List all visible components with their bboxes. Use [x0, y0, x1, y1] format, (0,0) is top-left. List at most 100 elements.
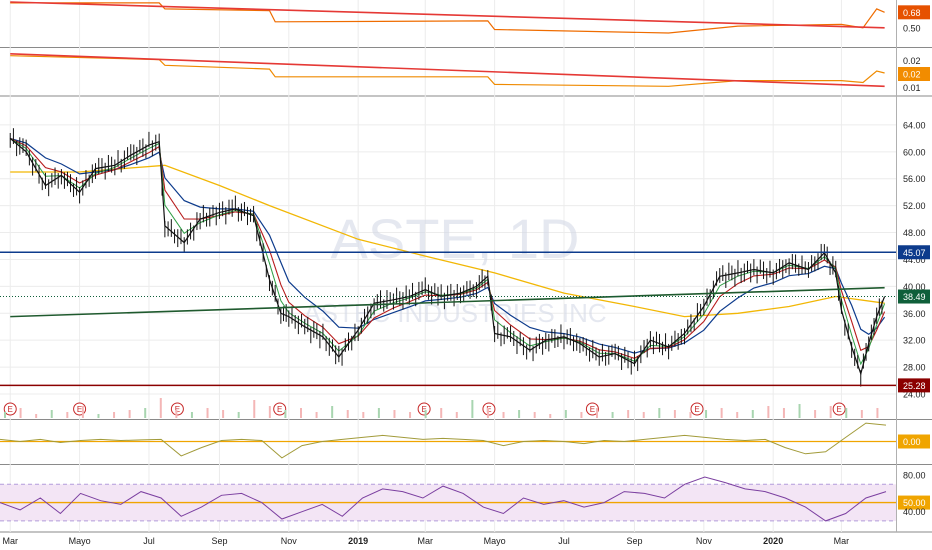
- ratio-ref-label: 0.50: [903, 23, 921, 33]
- x-tick-label: 2020: [763, 536, 783, 546]
- x-tick-label: Jul: [143, 536, 155, 546]
- volume-bar: [471, 400, 474, 418]
- earnings-label: E: [836, 405, 841, 414]
- volume-bar: [486, 408, 489, 418]
- y-tick-label: 64.00: [903, 120, 926, 130]
- volume-bar: [596, 408, 598, 418]
- volume-bar: [268, 406, 271, 418]
- volume-bar: [440, 408, 443, 418]
- level-label: 25.28: [903, 381, 926, 391]
- earnings-label: E: [77, 405, 82, 414]
- ma-short-line: [9, 137, 886, 366]
- volume-bar: [190, 412, 193, 418]
- volume-bar: [409, 412, 412, 418]
- ratio-panel-line: [10, 2, 885, 34]
- volume-bar: [611, 412, 614, 418]
- y-tick-label: 28.00: [903, 363, 926, 373]
- volume-bar: [424, 410, 427, 418]
- volume-bar: [377, 408, 380, 418]
- volume-bar: [455, 412, 458, 418]
- earnings-marker: [170, 402, 184, 416]
- volume-bar: [502, 412, 505, 418]
- volume-bar: [876, 408, 879, 418]
- ratio-value-label-bg: [898, 5, 930, 20]
- volume-bar: [237, 412, 240, 418]
- level-label-bg: [898, 378, 930, 393]
- volume-bar: [564, 410, 567, 418]
- volume-bar: [720, 408, 723, 418]
- volume-bar: [549, 414, 552, 418]
- level-label-bg: [898, 245, 930, 260]
- x-tick-label: Sep: [211, 536, 227, 546]
- rsi-label-bg: [898, 495, 930, 510]
- volume-bar: [533, 412, 536, 418]
- ratio2-panel-trendline: [10, 53, 885, 88]
- volume-bar: [50, 410, 53, 418]
- earnings-marker: [585, 402, 599, 416]
- y-tick-label: 56.00: [903, 174, 926, 184]
- earnings-label: E: [590, 405, 595, 414]
- y-tick-label: 60.00: [903, 147, 926, 157]
- x-tick-label: 2019: [348, 536, 368, 546]
- y-tick-label: 24.00: [903, 390, 926, 400]
- x-tick-label: Sep: [626, 536, 642, 546]
- x-tick-label: Nov: [696, 536, 713, 546]
- volume-bar: [315, 412, 318, 418]
- x-tick-label: Jul: [558, 536, 570, 546]
- volume-bar: [705, 410, 708, 418]
- volume-bar: [814, 410, 817, 418]
- volume-bar: [829, 406, 832, 418]
- oscillator-label: 0.00: [903, 437, 921, 447]
- volume-bar: [331, 406, 334, 418]
- level-label: 45.07: [903, 248, 926, 258]
- volume-bar: [767, 406, 770, 418]
- volume-bar: [362, 412, 365, 418]
- volume-bar: [284, 410, 287, 418]
- rsi-line: [0, 476, 887, 522]
- volume-bar: [393, 410, 396, 418]
- volume-bar: [19, 408, 22, 418]
- y-tick-label: 40.00: [903, 282, 926, 292]
- y-tick-label: 52.00: [903, 201, 926, 211]
- volume-bar: [206, 408, 209, 418]
- price-line: [9, 137, 886, 376]
- volume-bar: [66, 412, 69, 418]
- y-tick-label: 48.00: [903, 228, 926, 238]
- oscillator-line: [0, 422, 887, 459]
- volume-bar: [689, 412, 692, 418]
- volume-bar: [627, 410, 630, 418]
- earnings-label: E: [277, 405, 282, 414]
- volume-bar: [845, 408, 848, 418]
- volume-bar: [580, 412, 583, 418]
- x-tick-label: Mayo: [69, 536, 91, 546]
- x-tick-label: Mayo: [484, 536, 506, 546]
- earnings-label: E: [694, 405, 699, 414]
- earnings-marker: [417, 402, 431, 416]
- rsi-tick: 80.00: [903, 471, 926, 481]
- ratio2-panel-line: [10, 55, 885, 87]
- x-tick-label: Mar: [2, 536, 18, 546]
- y-tick-label: 44.00: [903, 255, 926, 265]
- volume-bar: [751, 410, 754, 418]
- rsi-tick: 40.00: [903, 507, 926, 517]
- ma-mid-line: [9, 137, 886, 360]
- ratio-value-label: 0.68: [903, 8, 921, 18]
- volume-bar: [658, 408, 661, 418]
- y-tick-label: 32.00: [903, 336, 926, 346]
- earnings-label: E: [175, 405, 180, 414]
- volume-bar: [782, 408, 785, 418]
- volume-bar: [4, 412, 6, 418]
- volume-bar: [81, 406, 84, 418]
- volume-bar: [159, 398, 162, 418]
- oscillator-label-bg: [898, 434, 930, 449]
- volume-bar: [300, 408, 302, 418]
- earnings-label: E: [421, 405, 426, 414]
- earnings-marker: [273, 402, 287, 416]
- volume-bar: [346, 410, 349, 418]
- earnings-marker: [832, 402, 846, 416]
- watermark-symbol: ASTE, 1D: [331, 207, 580, 270]
- volume-bar: [97, 414, 100, 418]
- y-tick-label: 36.00: [903, 309, 926, 319]
- ratio2-tick: 0.01: [903, 83, 921, 93]
- earnings-label: E: [8, 405, 13, 414]
